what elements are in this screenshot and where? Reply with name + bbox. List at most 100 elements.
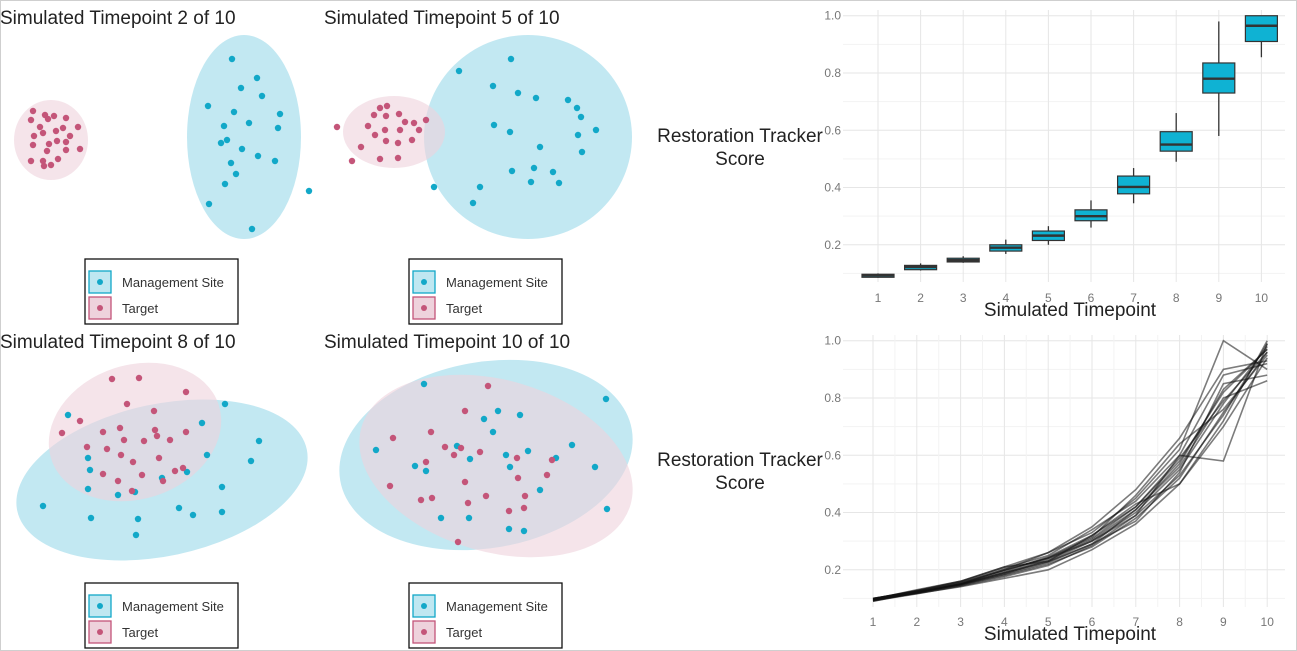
target-point — [401, 118, 409, 126]
target-point — [123, 400, 131, 408]
x-tick-label: 5 — [1045, 615, 1052, 629]
management-point — [532, 94, 540, 102]
x-tick-label: 4 — [1002, 291, 1009, 305]
target-point — [381, 126, 389, 134]
legend-target-dot — [97, 305, 103, 311]
management-ellipse — [187, 35, 301, 239]
management-point — [271, 157, 279, 165]
management-point — [253, 74, 261, 82]
target-point — [382, 112, 390, 120]
target-point — [348, 157, 356, 165]
management-point — [455, 67, 463, 75]
target-point — [333, 123, 341, 131]
management-point — [520, 527, 528, 535]
target-point — [43, 147, 51, 155]
target-point — [389, 434, 397, 442]
target-point — [457, 444, 465, 452]
target-point — [484, 382, 492, 390]
y-tick-label: 1.0 — [824, 9, 841, 23]
target-point — [415, 126, 423, 134]
management-point — [530, 164, 538, 172]
target-point — [83, 443, 91, 451]
x-tick-label: 2 — [917, 291, 924, 305]
legend-t8: Management Site Target — [84, 582, 239, 649]
management-point — [508, 167, 516, 175]
target-point — [150, 407, 158, 415]
management-point — [505, 525, 513, 533]
management-point — [230, 108, 238, 116]
scatter-title-t5: Simulated Timepoint 5 of 10 — [324, 8, 560, 29]
target-point — [129, 458, 137, 466]
management-point — [255, 437, 263, 445]
target-point — [427, 428, 435, 436]
target-point — [29, 141, 37, 149]
management-point — [506, 463, 514, 471]
management-point — [480, 415, 488, 423]
target-point — [99, 470, 107, 478]
management-point — [549, 168, 557, 176]
legend-management-label: Management Site — [122, 599, 224, 614]
y-tick-label: 0.8 — [824, 391, 841, 405]
lineplot-panel: 0.2 0.4 0.6 0.8 1.0 1 2 3 4 5 6 7 8 9 10 Simulated Time… — [657, 334, 1285, 645]
target-point — [408, 136, 416, 144]
management-point — [465, 514, 473, 522]
management-point — [87, 514, 95, 522]
target-point — [370, 111, 378, 119]
series-line — [872, 348, 1268, 601]
management-point — [411, 462, 419, 470]
x-tick-label: 6 — [1089, 615, 1096, 629]
management-point — [86, 466, 94, 474]
management-point — [507, 55, 515, 63]
management-point — [489, 428, 497, 436]
management-point — [198, 419, 206, 427]
management-point — [221, 400, 229, 408]
legend-target-dot — [421, 305, 427, 311]
box-iqr — [1159, 131, 1193, 152]
management-point — [248, 225, 256, 233]
target-point — [62, 138, 70, 146]
target-point — [117, 451, 125, 459]
target-point — [386, 482, 394, 490]
y-tick-label: 0.8 — [824, 66, 841, 80]
management-point — [245, 119, 253, 127]
target-point — [159, 477, 167, 485]
target-point — [461, 478, 469, 486]
target-point — [357, 143, 365, 151]
legend-management-dot — [97, 279, 103, 285]
target-ellipse — [359, 374, 633, 558]
scatter-title-t2: Simulated Timepoint 2 of 10 — [0, 8, 236, 29]
x-tick-label: 1 — [875, 291, 882, 305]
target-point — [27, 157, 35, 165]
management-point — [175, 504, 183, 512]
legend-target-label: Target — [122, 301, 159, 316]
target-point — [464, 499, 472, 507]
management-point — [573, 104, 581, 112]
y-tick-label: 0.6 — [824, 123, 841, 137]
management-point — [274, 124, 282, 132]
boxplot-panel: 0.2 0.4 0.6 0.8 1.0 1 2 3 4 5 6 7 8 9 10 Simulated Time… — [657, 9, 1285, 321]
management-point — [114, 491, 122, 499]
y-tick-label: 0.2 — [824, 563, 841, 577]
y-tick-label: 0.4 — [824, 181, 841, 195]
management-point — [437, 514, 445, 522]
target-point — [171, 467, 179, 475]
x-tick-label: 9 — [1215, 291, 1222, 305]
legend-management-dot — [421, 603, 427, 609]
management-point — [490, 121, 498, 129]
legend-t10: Management Site Target — [408, 582, 563, 649]
x-tick-label: 4 — [1001, 615, 1008, 629]
management-point — [237, 84, 245, 92]
x-tick-label: 2 — [913, 615, 920, 629]
management-ellipse — [424, 35, 632, 239]
management-point — [372, 446, 380, 454]
management-point — [223, 136, 231, 144]
target-point — [50, 112, 58, 120]
y-axis-label-line2: Score — [715, 473, 765, 494]
management-point — [220, 122, 228, 130]
y-axis-label-line1: Restoration Tracker — [657, 450, 823, 471]
management-point — [422, 467, 430, 475]
x-tick-label: 5 — [1045, 291, 1052, 305]
target-point — [383, 102, 391, 110]
legend-management-label: Management Site — [446, 275, 548, 290]
target-point — [182, 428, 190, 436]
